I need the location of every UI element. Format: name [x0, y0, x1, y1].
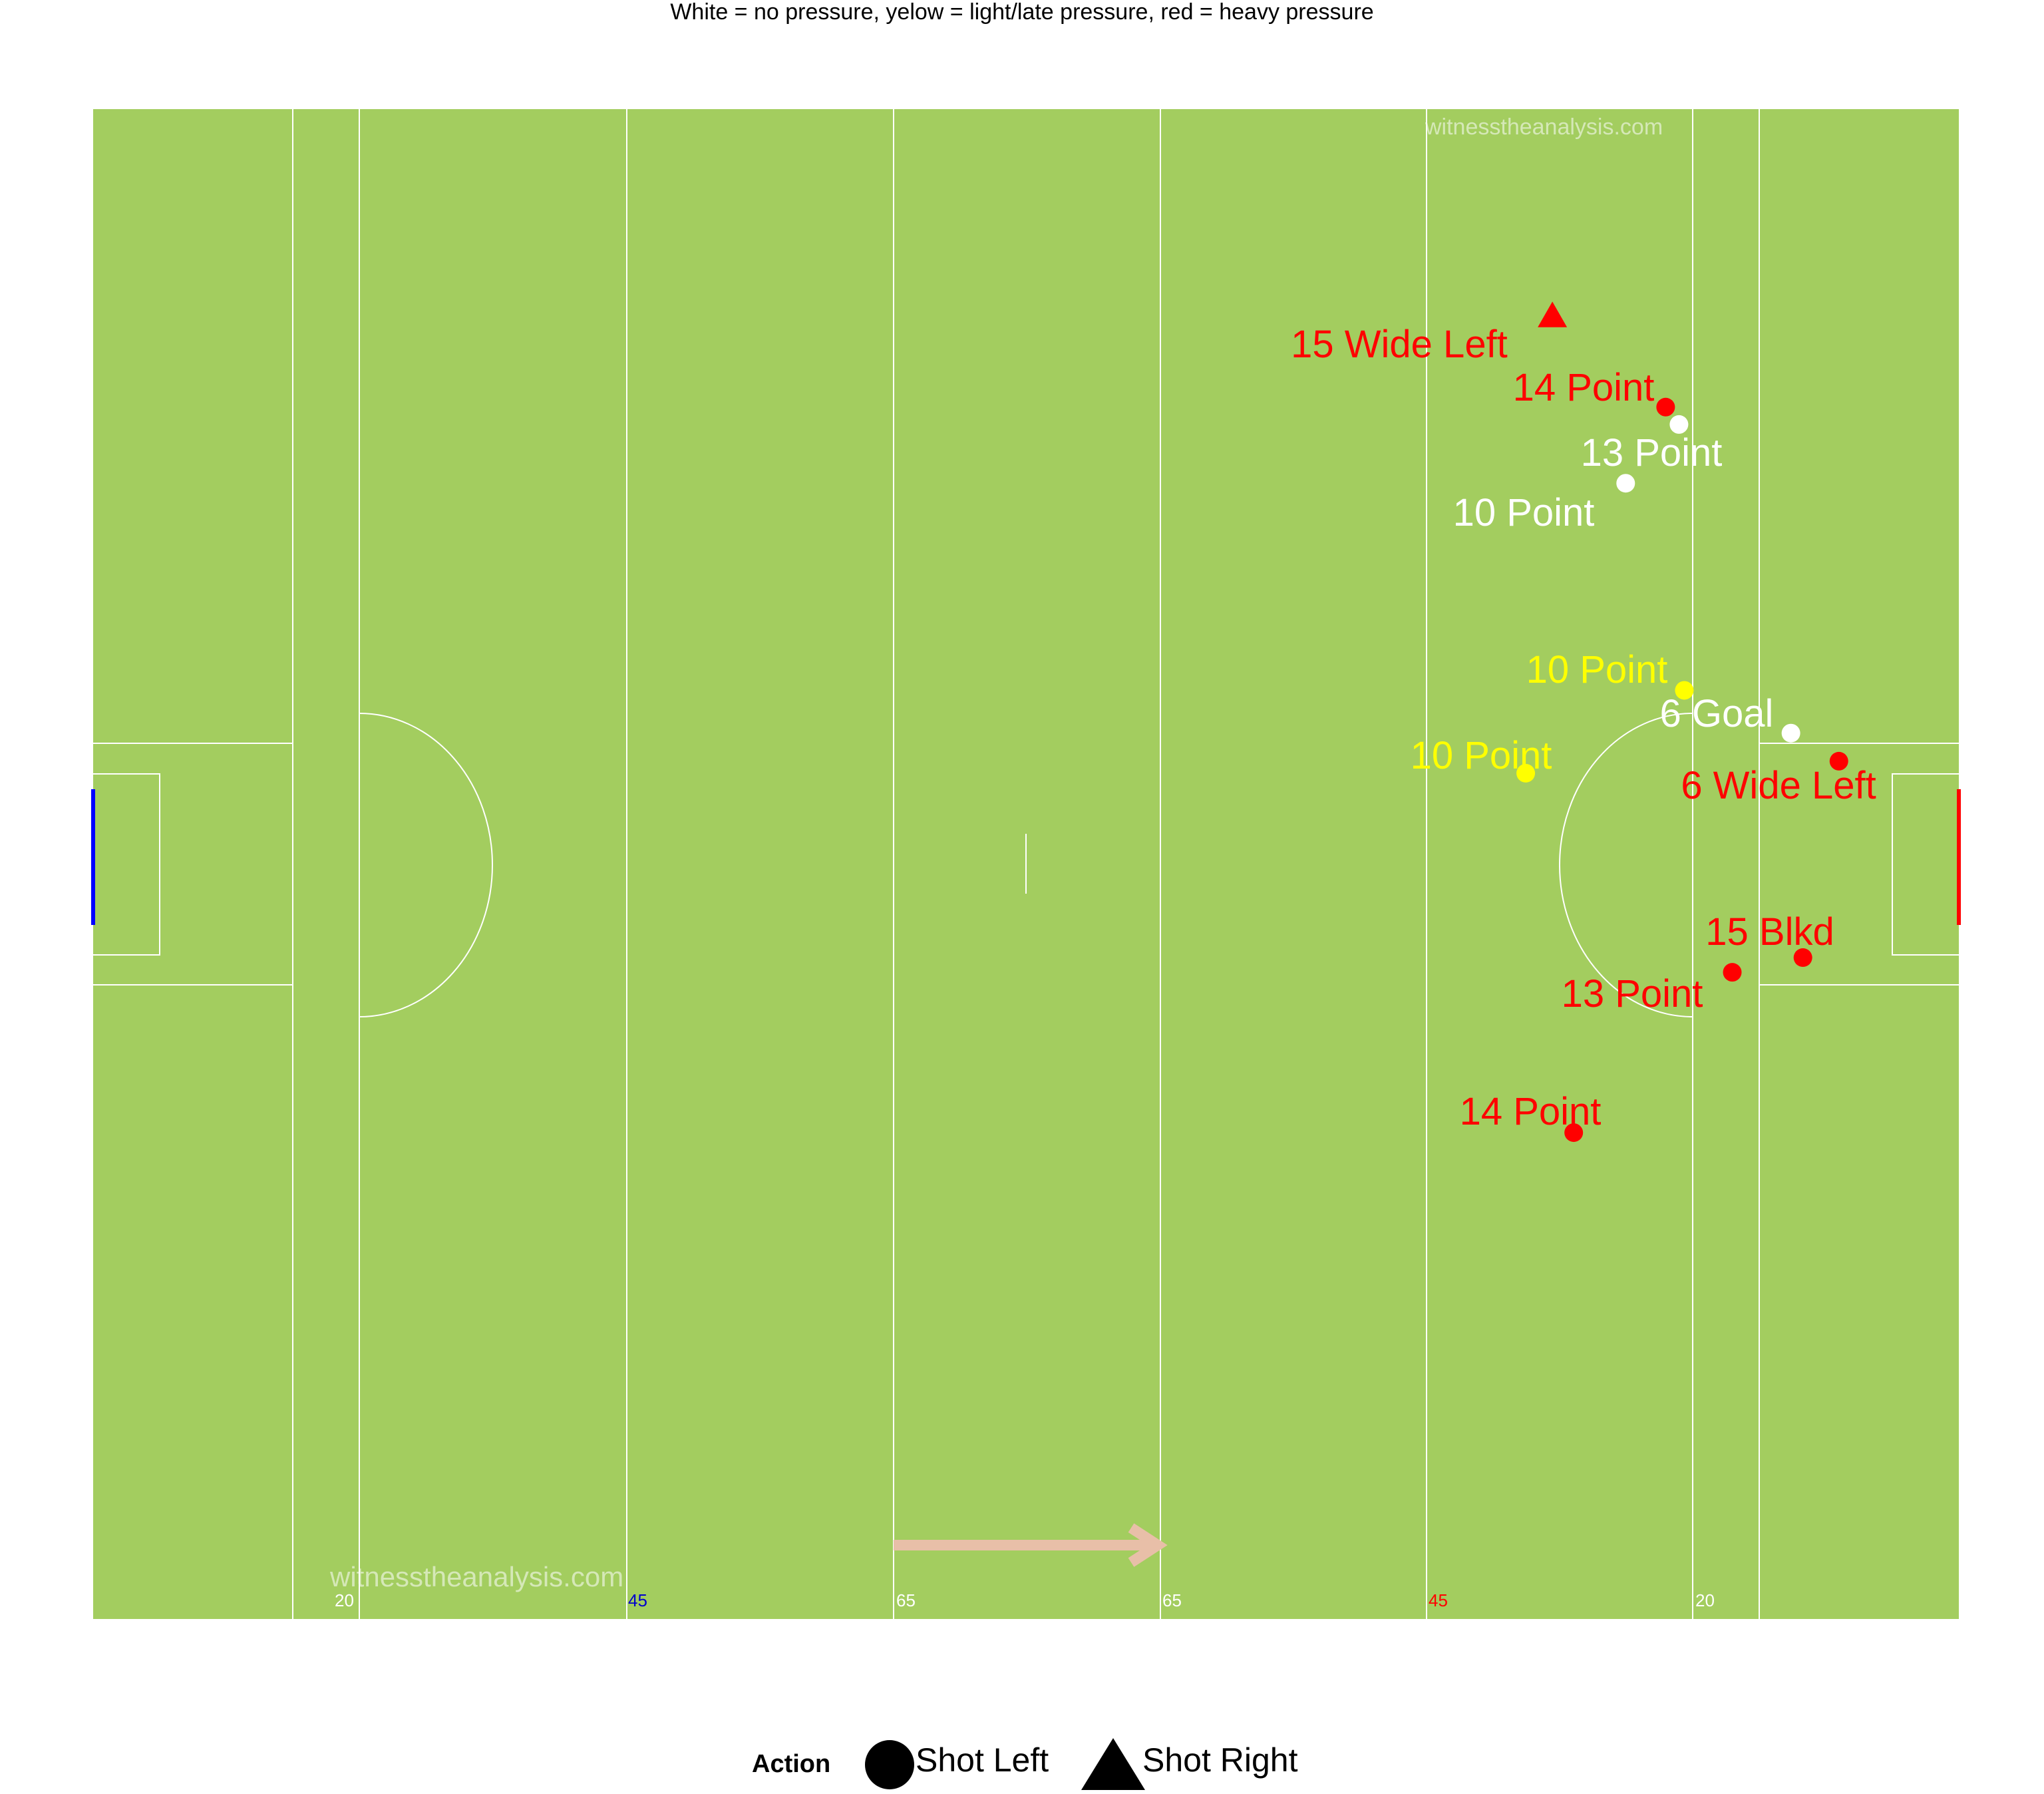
shot-label: 14 Point	[1460, 1090, 1602, 1133]
shot-label: 13 Point	[1581, 431, 1723, 474]
shot-label: 6 Goal	[1660, 692, 1774, 735]
distance-mark: 20	[335, 1590, 354, 1610]
shot-label: 15 Wide Left	[1291, 323, 1508, 366]
shot-marker-circle	[1723, 963, 1742, 982]
distance-mark: 65	[1162, 1590, 1182, 1610]
pitch-line	[1892, 773, 1959, 956]
triangle-icon	[1081, 1738, 1145, 1790]
distance-mark: 45	[1429, 1590, 1448, 1610]
shot-label: 14 Point	[1513, 366, 1655, 409]
shot-marker-circle	[1669, 415, 1689, 434]
pitch-arc	[359, 713, 493, 1017]
shot-markers	[1516, 301, 1848, 1143]
shot-marker-circle	[1564, 1123, 1584, 1143]
attack-direction-arrow	[894, 1523, 1168, 1567]
circle-icon	[865, 1740, 914, 1789]
legend-item-shot-left: Shot Left	[916, 1741, 1049, 1779]
shot-label: 10 Point	[1411, 734, 1552, 777]
shot-marker-circle	[1656, 397, 1675, 417]
distance-mark: 20	[1695, 1590, 1715, 1610]
shot-label: 10 Point	[1526, 648, 1668, 691]
shot-marker-circle	[1516, 763, 1536, 783]
watermark-bottom: witnesstheanalysis.com	[329, 1561, 623, 1592]
shot-marker-triangle	[1538, 301, 1568, 327]
shot-label: 15 Blkd	[1705, 910, 1834, 954]
distance-mark: 45	[628, 1590, 647, 1610]
pitch-arc	[1559, 713, 1693, 1017]
distance-marks: 20 45 65 65 45 20	[335, 1590, 1715, 1610]
distance-mark: 65	[896, 1590, 916, 1610]
shot-marker-circle	[1616, 474, 1635, 493]
legend-item-shot-right: Shot Right	[1142, 1741, 1298, 1779]
shot-marker-circle	[1793, 948, 1812, 968]
shot-label: 6 Wide Left	[1681, 764, 1876, 807]
chart-subtitle: White = no pressure, yelow = light/late …	[670, 0, 1374, 25]
pitch-line	[93, 773, 160, 956]
legend-title: Action	[752, 1750, 831, 1778]
shot-label: 10 Point	[1453, 491, 1595, 534]
shot-marker-circle	[1781, 723, 1800, 743]
shot-label: 13 Point	[1562, 972, 1703, 1015]
watermark-top: witnesstheanalysis.com	[1425, 114, 1663, 140]
shot-marker-circle	[1829, 751, 1848, 771]
pitch-markings	[93, 109, 1959, 1619]
legend: Action Shot Left Shot Right	[0, 1727, 2044, 1794]
shot-marker-circle	[1675, 681, 1694, 700]
